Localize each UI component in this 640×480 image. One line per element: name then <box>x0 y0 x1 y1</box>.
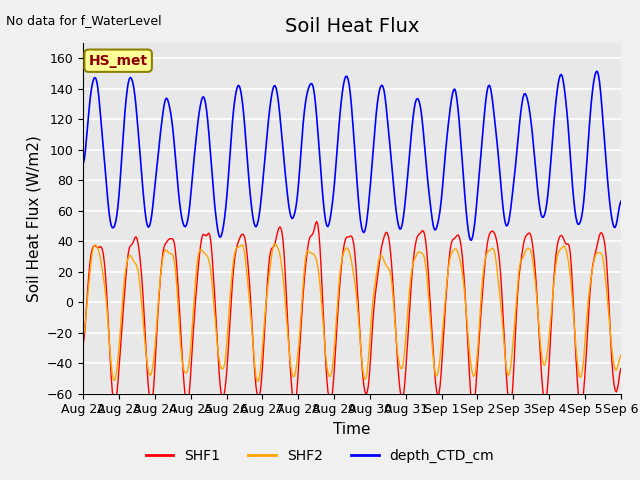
Text: No data for f_WaterLevel: No data for f_WaterLevel <box>6 14 162 27</box>
Title: Soil Heat Flux: Soil Heat Flux <box>285 17 419 36</box>
depth_CTD_cm <box>306 82 314 88</box>
SHF1 <box>477 317 484 323</box>
depth_CTD_cm <box>569 183 577 189</box>
SHF2 <box>570 314 577 320</box>
depth_CTD_cm <box>593 69 601 74</box>
Text: HS_met: HS_met <box>88 54 148 68</box>
Line: SHF2: SHF2 <box>83 244 621 381</box>
SHF2 <box>308 251 316 256</box>
depth_CTD_cm <box>380 87 388 93</box>
depth_CTD_cm <box>246 193 254 199</box>
SHF2 <box>271 241 279 247</box>
SHF2 <box>617 353 625 359</box>
SHF2 <box>246 309 254 314</box>
SHF1 <box>313 218 321 224</box>
SHF1 <box>246 294 254 300</box>
SHF1 <box>617 366 625 372</box>
SHF2 <box>408 265 416 271</box>
SHF2 <box>477 304 484 310</box>
Y-axis label: Soil Heat Flux (W/m2): Soil Heat Flux (W/m2) <box>26 135 42 302</box>
SHF1 <box>407 287 415 292</box>
SHF2 <box>382 263 390 268</box>
SHF1 <box>469 407 477 413</box>
Line: SHF1: SHF1 <box>83 221 621 410</box>
SHF1 <box>381 231 389 237</box>
depth_CTD_cm <box>467 237 474 243</box>
Line: depth_CTD_cm: depth_CTD_cm <box>83 72 621 240</box>
depth_CTD_cm <box>406 148 413 154</box>
SHF2 <box>253 378 261 384</box>
SHF2 <box>79 333 87 339</box>
depth_CTD_cm <box>79 161 87 167</box>
X-axis label: Time: Time <box>333 422 371 437</box>
depth_CTD_cm <box>476 169 483 175</box>
Legend: SHF1, SHF2, depth_CTD_cm: SHF1, SHF2, depth_CTD_cm <box>140 443 500 468</box>
SHF1 <box>79 341 87 347</box>
SHF1 <box>570 309 577 314</box>
depth_CTD_cm <box>617 199 625 204</box>
SHF1 <box>306 234 314 240</box>
